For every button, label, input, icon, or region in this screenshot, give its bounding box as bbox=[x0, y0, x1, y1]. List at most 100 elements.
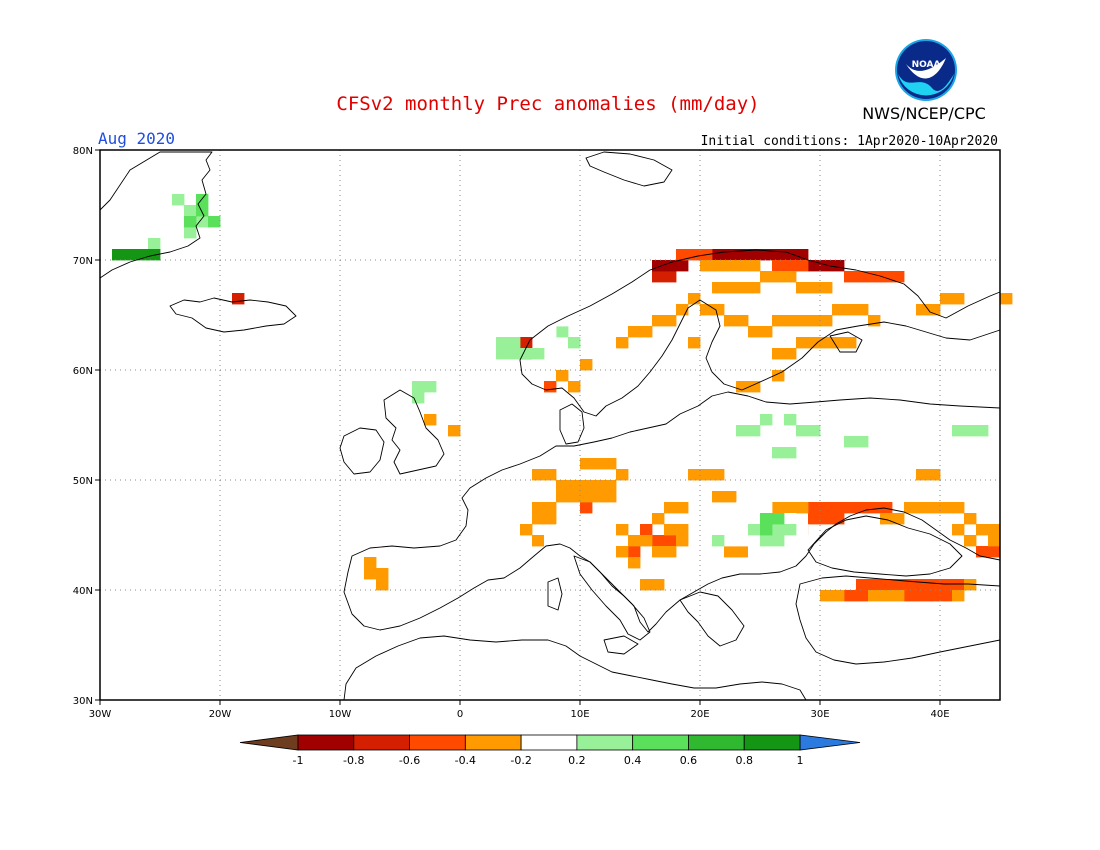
lon-tick-label: 0 bbox=[457, 709, 463, 720]
anomaly-cell bbox=[832, 447, 845, 459]
anomaly-cell bbox=[412, 381, 425, 393]
anomaly-cell bbox=[760, 425, 773, 437]
anomaly-cell bbox=[784, 249, 797, 261]
lon-tick-label: 20E bbox=[690, 709, 709, 720]
colorbar-label: -0.6 bbox=[399, 754, 420, 767]
anomaly-cell bbox=[976, 425, 989, 437]
anomaly-cell bbox=[760, 326, 773, 338]
anomaly-cell bbox=[652, 260, 665, 272]
anomaly-cell bbox=[688, 447, 701, 459]
anomaly-cell bbox=[748, 524, 761, 536]
anomaly-cell bbox=[196, 293, 209, 305]
colorbar-segment bbox=[297, 734, 355, 751]
anomaly-cell bbox=[736, 315, 749, 327]
anomaly-cell bbox=[748, 425, 761, 437]
anomaly-cell bbox=[196, 194, 209, 206]
logo-text: NOAA bbox=[912, 60, 941, 70]
anomaly-cell bbox=[940, 425, 953, 437]
anomaly-cell bbox=[820, 315, 833, 327]
anomaly-cell bbox=[568, 381, 581, 393]
anomaly-cell bbox=[952, 425, 965, 437]
anomaly-cell bbox=[772, 260, 785, 272]
lon-tick-label: 10E bbox=[570, 709, 589, 720]
colorbar-segment bbox=[576, 734, 634, 751]
lat-tick-label: 50N bbox=[73, 476, 93, 487]
anomaly-cell bbox=[376, 579, 389, 591]
anomaly-cell bbox=[868, 271, 881, 283]
anomaly-cell bbox=[772, 271, 785, 283]
anomaly-cell bbox=[160, 183, 173, 195]
anomaly-cell bbox=[940, 293, 953, 305]
anomaly-cell bbox=[652, 315, 665, 327]
anomaly-cell bbox=[868, 381, 881, 393]
anomaly-cell bbox=[868, 425, 881, 437]
anomaly-cell bbox=[136, 249, 149, 261]
anomaly-cell bbox=[136, 227, 149, 239]
anomaly-cell bbox=[844, 271, 857, 283]
anomaly-cell bbox=[580, 491, 593, 503]
colorbar-segment bbox=[632, 734, 689, 751]
anomaly-cell bbox=[640, 326, 653, 338]
anomaly-cell bbox=[844, 447, 857, 459]
anomaly-cell bbox=[712, 425, 725, 437]
anomaly-cell bbox=[772, 458, 785, 470]
anomaly-cell bbox=[544, 535, 557, 547]
anomaly-cell bbox=[976, 414, 989, 426]
anomaly-cell bbox=[784, 271, 797, 283]
anomaly-cell bbox=[688, 337, 701, 349]
anomaly-cell bbox=[424, 447, 437, 459]
anomaly-cell bbox=[700, 304, 713, 316]
anomaly-cell bbox=[652, 271, 665, 283]
anomaly-cell bbox=[724, 524, 737, 536]
anomaly-cell bbox=[664, 403, 677, 415]
anomaly-cell bbox=[676, 524, 689, 536]
anomaly-cell bbox=[568, 337, 581, 349]
anomaly-cell bbox=[544, 513, 557, 525]
anomaly-cell bbox=[952, 293, 965, 305]
anomaly-cell bbox=[628, 150, 641, 162]
anomaly-cell bbox=[928, 381, 941, 393]
anomaly-cell bbox=[208, 216, 221, 228]
anomaly-cell bbox=[928, 425, 941, 437]
anomaly-cell bbox=[976, 568, 989, 580]
anomaly-cell bbox=[964, 513, 977, 525]
anomaly-cell bbox=[472, 502, 485, 514]
anomaly-cell bbox=[712, 568, 725, 580]
anomaly-cell bbox=[772, 436, 785, 448]
anomaly-cell bbox=[772, 524, 785, 536]
anomaly-cell bbox=[832, 502, 845, 514]
colorbar-over-arrow bbox=[799, 734, 861, 751]
anomaly-cell bbox=[796, 337, 809, 349]
anomaly-cell bbox=[880, 590, 893, 602]
anomaly-cell bbox=[796, 502, 809, 514]
anomaly-cell bbox=[808, 502, 821, 514]
anomaly-cell bbox=[532, 513, 545, 525]
anomaly-cell bbox=[904, 579, 917, 591]
anomaly-cell bbox=[724, 370, 737, 382]
anomaly-cell bbox=[520, 337, 533, 349]
anomaly-cell bbox=[616, 524, 629, 536]
anomaly-cell bbox=[760, 524, 773, 536]
anomaly-cell bbox=[988, 359, 1001, 371]
anomaly-cell bbox=[832, 337, 845, 349]
anomaly-cell bbox=[868, 315, 881, 327]
anomaly-cell bbox=[784, 447, 797, 459]
anomaly-cell bbox=[772, 348, 785, 360]
anomaly-cell bbox=[544, 381, 557, 393]
anomaly-cell bbox=[808, 337, 821, 349]
anomaly-cell bbox=[784, 513, 797, 525]
anomaly-cell bbox=[880, 370, 893, 382]
anomaly-cell bbox=[184, 205, 197, 217]
anomaly-cell bbox=[664, 535, 677, 547]
anomaly-cell bbox=[808, 282, 821, 294]
anomaly-cell bbox=[424, 557, 437, 569]
anomaly-cell bbox=[916, 304, 929, 316]
anomaly-cell bbox=[820, 392, 833, 404]
anomaly-cell bbox=[652, 513, 665, 525]
anomaly-cell bbox=[676, 249, 689, 261]
anomaly-cell bbox=[640, 524, 653, 536]
anomaly-cell bbox=[760, 414, 773, 426]
anomaly-cell bbox=[532, 502, 545, 514]
anomaly-cell bbox=[736, 282, 749, 294]
anomaly-cell bbox=[976, 381, 989, 393]
